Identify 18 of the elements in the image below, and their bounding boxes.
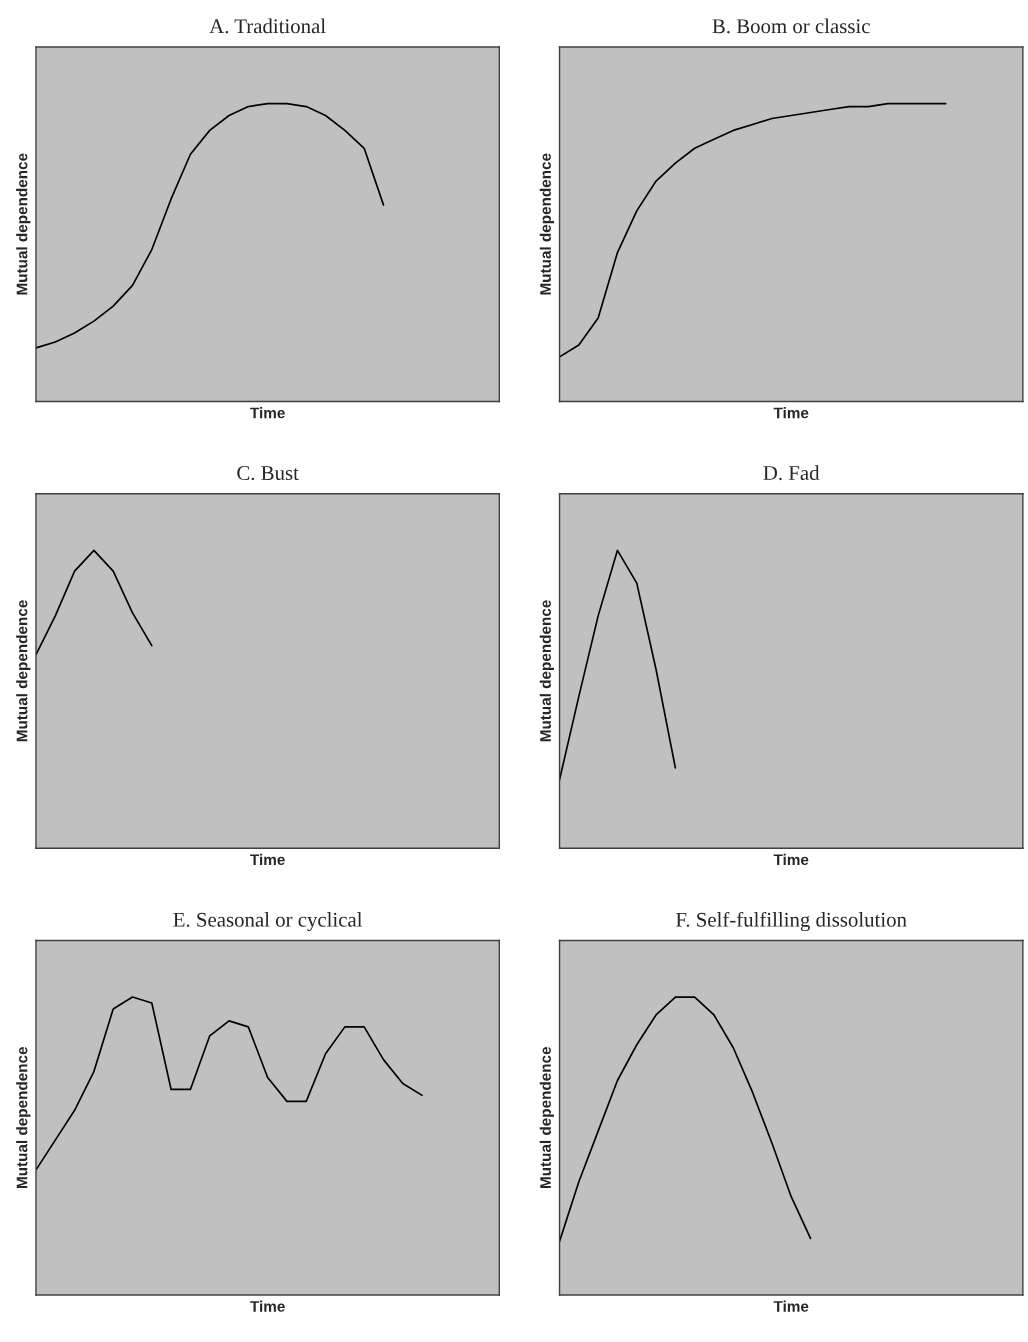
x-axis-title: Time <box>250 853 285 866</box>
chart-title: D. Fad <box>763 465 820 481</box>
chart-title: E. Seasonal or cyclical <box>173 912 363 932</box>
y-axis-title: Mutual dependence <box>539 1046 554 1189</box>
x-axis-title: Time <box>773 853 809 866</box>
y-axis-title: Mutual dependence <box>16 153 31 295</box>
chart-title: C. Bust <box>237 466 299 481</box>
y-axis-title: Mutual dependence <box>16 1046 31 1189</box>
x-axis-title: Time <box>250 1300 285 1312</box>
chart-title: B. Boom or classic <box>712 18 870 34</box>
chart-title: F. Self-fulfilling dissolution <box>676 911 907 932</box>
x-axis-title: Time <box>250 407 285 419</box>
chart-title: A. Traditional <box>209 18 326 34</box>
x-axis-title: Time <box>773 1300 809 1312</box>
x-axis-title: Time <box>773 407 809 419</box>
y-axis-title: Mutual dependence <box>16 600 31 742</box>
y-axis-title: Mutual dependence <box>539 153 554 295</box>
y-axis-title: Mutual dependence <box>539 600 554 742</box>
